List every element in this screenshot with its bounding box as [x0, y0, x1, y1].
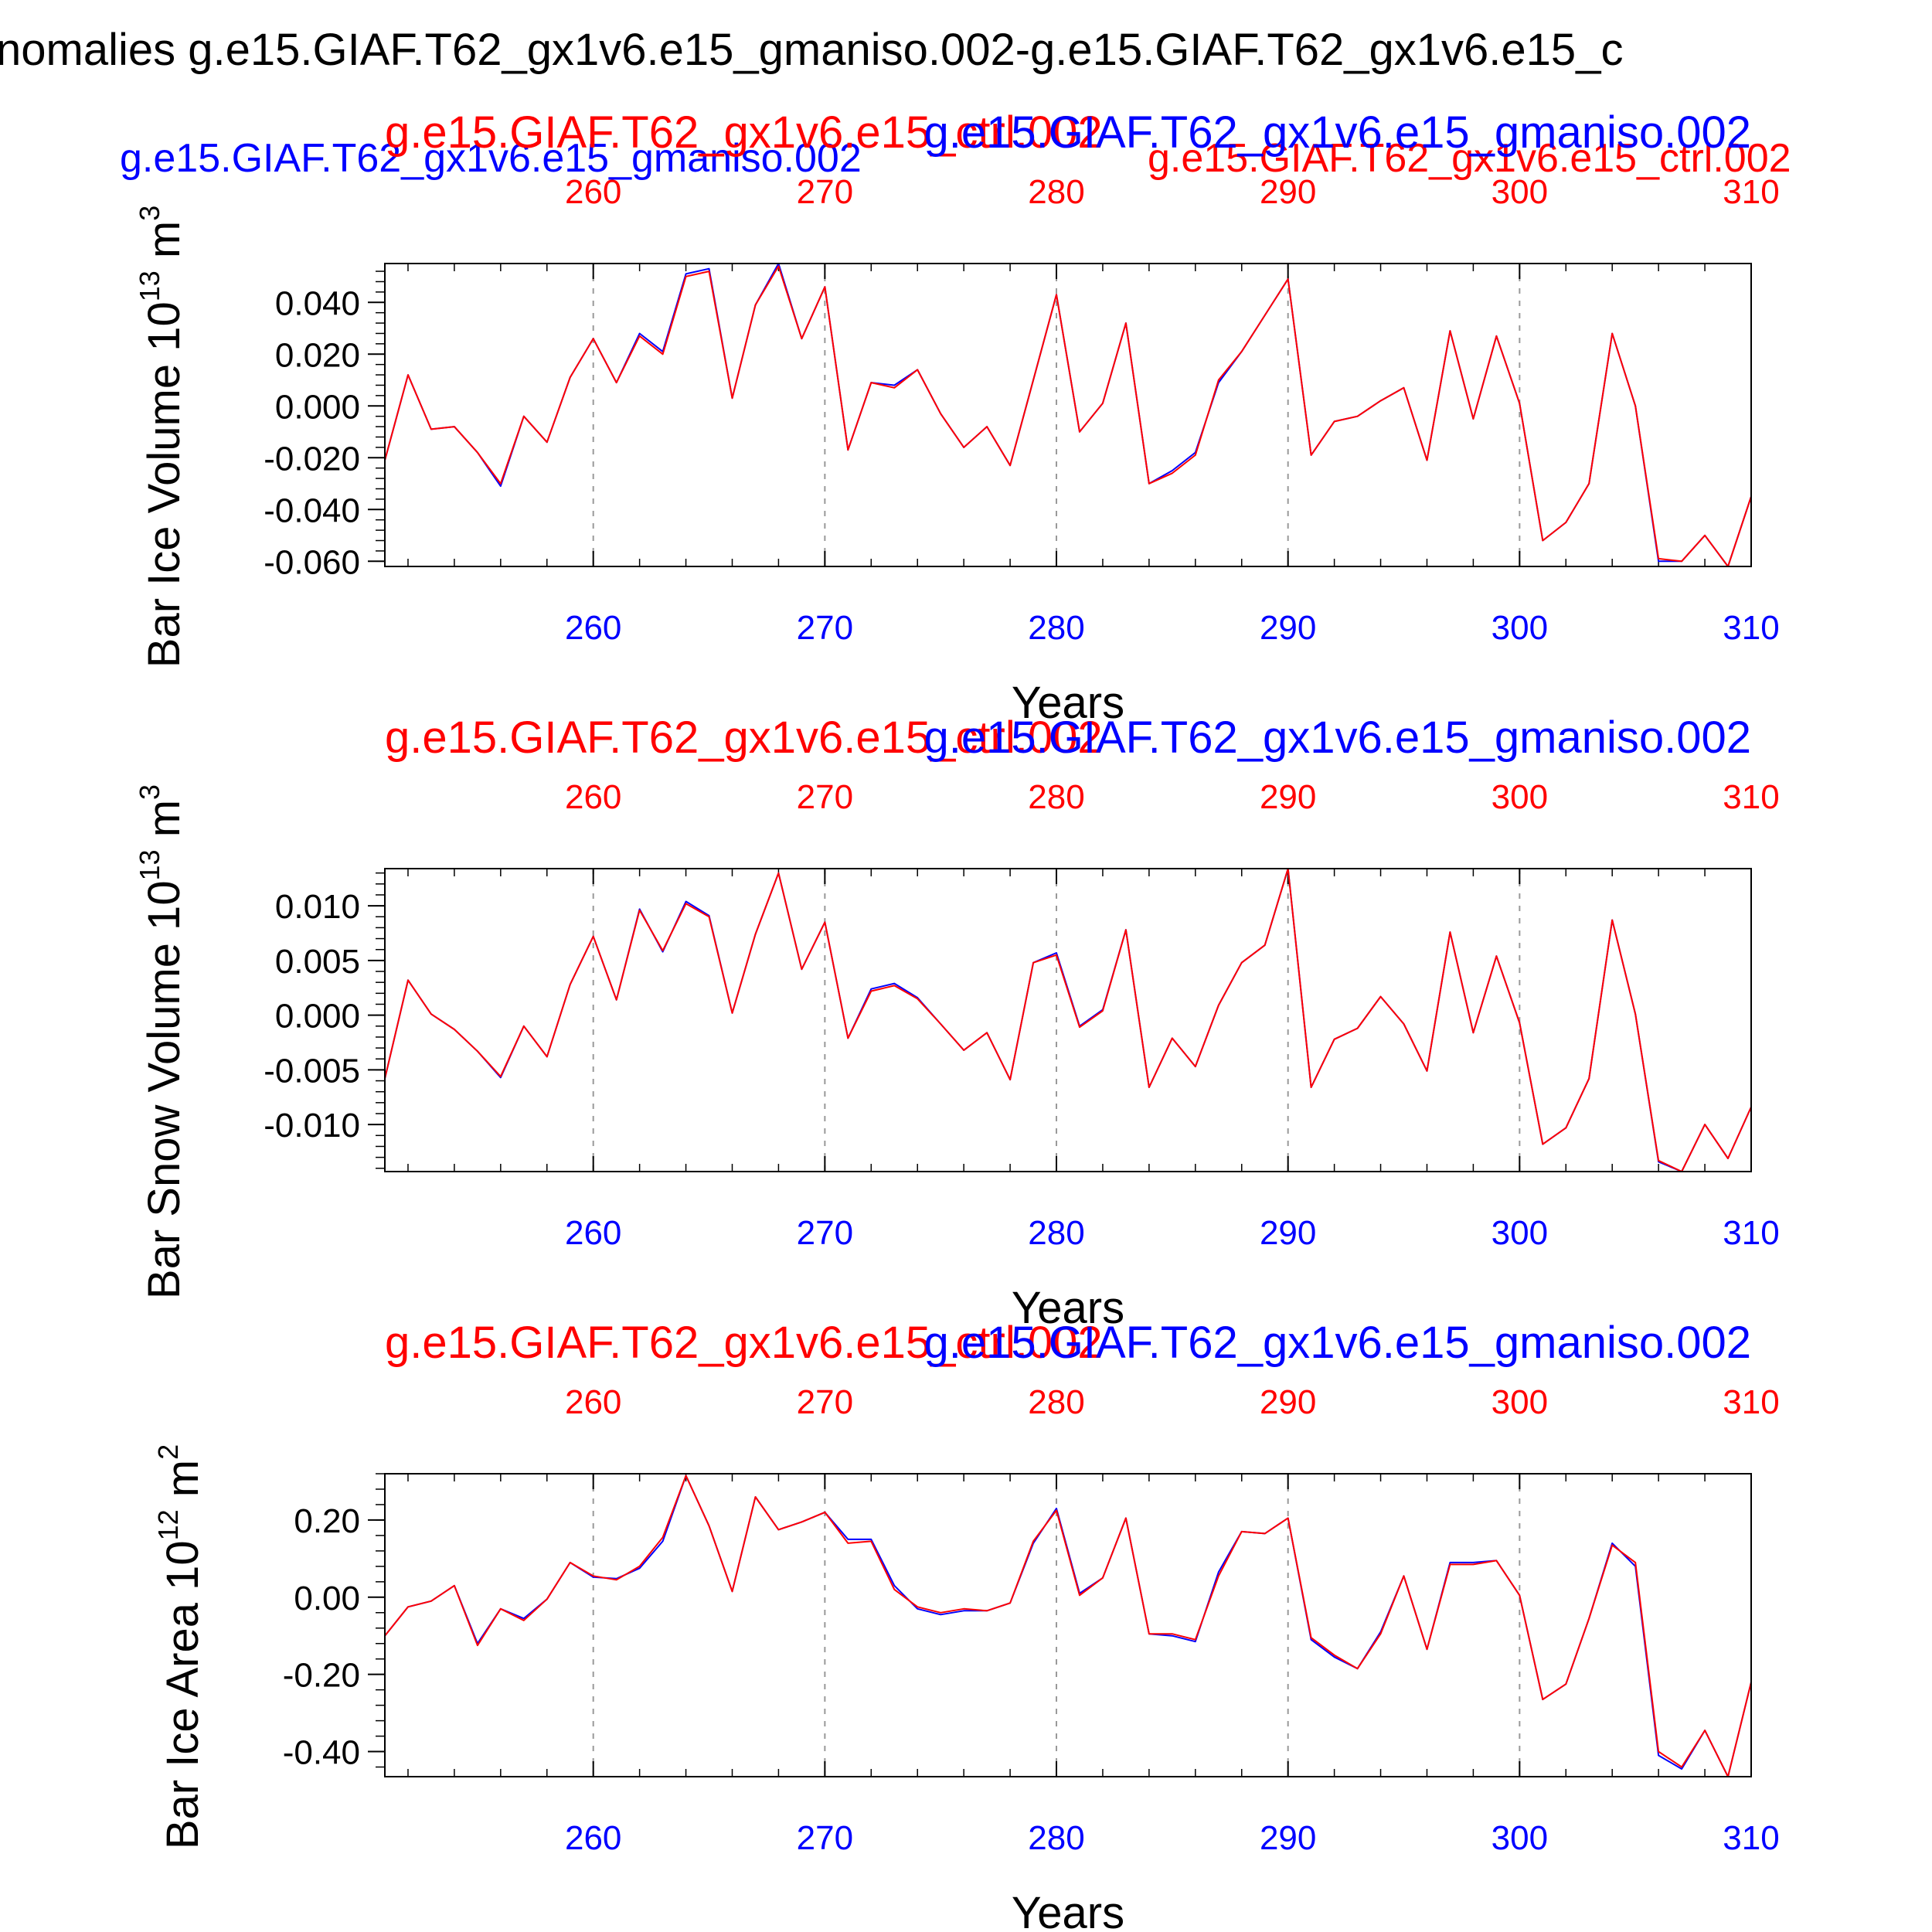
x-tick-label-bottom: 260: [565, 1819, 621, 1857]
y-axis-label-unit: m: [139, 221, 189, 270]
panels: 260 260 270 270 280 280 290 290 300 300 310 310 -0.0…: [134, 107, 1780, 1932]
x-tick-label-top: 280: [1028, 778, 1084, 816]
x-tick-label-top: 260: [565, 778, 621, 816]
x-tick-label-bottom: 280: [1028, 609, 1084, 647]
y-axis-label-text: Bar Ice Volume 10: [139, 301, 189, 668]
x-tick-label-top: 310: [1723, 1383, 1779, 1421]
y-tick-label: -0.010: [264, 1107, 360, 1145]
y-tick-label: -0.020: [264, 440, 360, 478]
y-axis-label-exp: 13: [134, 270, 165, 301]
x-tick-label-top: 260: [565, 1383, 621, 1421]
x-tick-label-top: 260: [565, 173, 621, 211]
y-axis-label-text: Bar Ice Area 10: [158, 1540, 208, 1849]
x-tick-label-bottom: 280: [1028, 1214, 1084, 1252]
y-tick-label: 0.020: [275, 336, 360, 374]
series-line-1: [384, 868, 1752, 1172]
x-tick-label-bottom: 260: [565, 609, 621, 647]
panel-label-blue: g.e15.GIAF.T62_gx1v6.e15_gmaniso.002: [923, 1318, 1751, 1368]
y-tick-label: -0.040: [264, 492, 360, 529]
panel-label-red: g.e15.GIAF.T62_gx1v6.e15_ctrl.002: [385, 107, 1103, 158]
x-tick-label-bottom: 290: [1260, 1214, 1316, 1252]
x-tick-label-bottom: 310: [1723, 1214, 1779, 1252]
legend-top-blue: g.e15.GIAF.T62_gx1v6.e15_gmaniso.002: [120, 136, 862, 181]
y-tick-label: 0.040: [275, 284, 360, 322]
x-tick-label-bottom: 300: [1492, 609, 1548, 647]
y-axis-label: Bar Ice Volume 1013 m3: [134, 206, 189, 668]
y-tick-label: 0.000: [275, 998, 360, 1036]
x-tick-label-top: 290: [1260, 1383, 1316, 1421]
x-tick-label-bottom: 270: [797, 609, 853, 647]
x-tick-label-top: 270: [797, 173, 853, 211]
y-tick-label: 0.010: [275, 888, 360, 926]
chart-panel-3: 260 260 270 270 280 280 290 290 300 300 310 310 -0.4…: [152, 1318, 1780, 1932]
y-axis-label-exp: 13: [134, 849, 165, 880]
y-axis-label-unit-exp: 3: [134, 784, 165, 800]
y-tick-label: 0.000: [275, 388, 360, 426]
x-tick-label-top: 270: [797, 778, 853, 816]
chart-panel-1: 260 260 270 270 280 280 290 290 300 300 310 310 -0.0…: [134, 107, 1780, 728]
x-axis-label: Years: [1012, 1283, 1124, 1333]
x-tick-label-bottom: 300: [1492, 1214, 1548, 1252]
y-axis-label: Bar Ice Area 1012 m2: [152, 1444, 208, 1849]
y-tick-label: -0.060: [264, 543, 360, 581]
x-tick-label-bottom: 300: [1492, 1819, 1548, 1857]
series-line-2: [384, 1475, 1752, 1777]
y-axis-label-unit-exp: 3: [134, 206, 165, 221]
legend-top-red: g.e15.GIAF.T62_gx1v6.e15_ctrl.002: [1148, 136, 1791, 181]
x-tick-label-top: 310: [1723, 778, 1779, 816]
y-tick-label: -0.20: [283, 1657, 360, 1695]
x-tick-label-bottom: 270: [797, 1214, 853, 1252]
y-axis-label-unit: m: [139, 800, 189, 849]
y-axis-label: Bar Snow Volume 1013 m3: [134, 784, 189, 1299]
x-tick-label-bottom: 280: [1028, 1819, 1084, 1857]
series-line-2: [384, 868, 1752, 1172]
y-axis-label-exp: 12: [152, 1509, 184, 1540]
plot-frame: [384, 1473, 1752, 1777]
x-tick-label-top: 290: [1260, 778, 1316, 816]
series-line-1: [384, 263, 1752, 567]
y-tick-label: 0.20: [294, 1502, 360, 1540]
series-line-1: [384, 1475, 1752, 1777]
chart-panel-2: 260 260 270 270 280 280 290 290 300 300 310 310 -0.0…: [134, 713, 1780, 1333]
x-tick-label-bottom: 260: [565, 1214, 621, 1252]
figure-title: nomalies g.e15.GIAF.T62_gx1v6.e15_gmanis…: [0, 25, 1623, 75]
y-axis-label-unit-exp: 2: [152, 1444, 184, 1460]
panel-label-blue: g.e15.GIAF.T62_gx1v6.e15_gmaniso.002: [923, 713, 1751, 763]
panel-label-blue: g.e15.GIAF.T62_gx1v6.e15_gmaniso.002: [923, 107, 1751, 158]
x-tick-label-top: 310: [1723, 173, 1779, 211]
x-tick-label-top: 300: [1492, 1383, 1548, 1421]
x-tick-label-top: 290: [1260, 173, 1316, 211]
x-tick-label-bottom: 270: [797, 1819, 853, 1857]
series-line-2: [384, 265, 1752, 567]
y-tick-label: 0.00: [294, 1580, 360, 1617]
plot-frame: [384, 868, 1752, 1172]
y-tick-label: -0.005: [264, 1052, 360, 1090]
panel-label-red: g.e15.GIAF.T62_gx1v6.e15_ctrl.002: [385, 1318, 1103, 1368]
x-axis-label: Years: [1012, 1888, 1124, 1932]
x-tick-label-bottom: 290: [1260, 609, 1316, 647]
x-tick-label-bottom: 310: [1723, 1819, 1779, 1857]
panel-label-red: g.e15.GIAF.T62_gx1v6.e15_ctrl.002: [385, 713, 1103, 763]
x-tick-label-top: 300: [1492, 173, 1548, 211]
y-tick-label: -0.40: [283, 1734, 360, 1772]
x-tick-label-bottom: 290: [1260, 1819, 1316, 1857]
y-axis-label-unit: m: [158, 1460, 208, 1509]
x-tick-label-top: 280: [1028, 1383, 1084, 1421]
x-tick-label-top: 270: [797, 1383, 853, 1421]
x-tick-label-bottom: 310: [1723, 609, 1779, 647]
plot-frame: [384, 263, 1752, 567]
x-axis-label: Years: [1012, 678, 1124, 728]
y-tick-label: 0.005: [275, 943, 360, 981]
x-tick-label-top: 280: [1028, 173, 1084, 211]
y-axis-label-text: Bar Snow Volume 10: [139, 880, 189, 1299]
x-tick-label-top: 300: [1492, 778, 1548, 816]
